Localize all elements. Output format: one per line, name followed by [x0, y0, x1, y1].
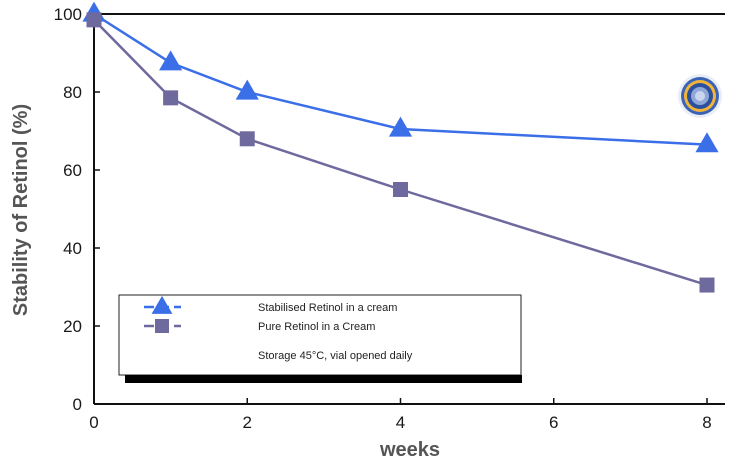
x-tick-label: 2 — [243, 413, 252, 432]
legend-box — [118, 294, 522, 376]
legend-entries: Stabilised Retinol in a cream Pure Retino… — [144, 295, 397, 333]
x-tick-label: 6 — [549, 413, 558, 432]
y-tick-label: 60 — [63, 161, 82, 180]
data-point — [159, 50, 183, 71]
y-tick-label: 20 — [63, 317, 82, 336]
series-layer — [82, 1, 719, 293]
y-tick-label: 100 — [54, 5, 82, 24]
liposome-icon — [678, 74, 722, 118]
data-point — [235, 79, 259, 100]
legend: Stabilised Retinol in a cream Pure Retino… — [118, 294, 522, 383]
legend-marker — [155, 319, 169, 333]
x-tick-label: 8 — [702, 413, 711, 432]
data-point — [695, 132, 719, 153]
legend-label: Stabilised Retinol in a cream — [258, 302, 397, 314]
y-tick-label: 40 — [63, 239, 82, 258]
series-square — [86, 12, 715, 293]
x-ticks: 0 2 4 6 8 — [89, 398, 712, 432]
legend-annotation: Storage 45°C, vial opened daily — [258, 350, 413, 362]
x-tick-label: 0 — [89, 413, 98, 432]
data-point — [86, 12, 102, 28]
y-tick-label: 0 — [73, 395, 82, 414]
series-triangle — [82, 1, 719, 153]
y-tick-label: 80 — [63, 83, 82, 102]
data-point — [699, 277, 715, 293]
series-line — [93, 18, 708, 287]
x-axis-title: weeks — [379, 439, 440, 461]
data-point — [163, 90, 179, 106]
data-point — [393, 182, 408, 197]
data-point — [239, 131, 255, 147]
x-tick-label: 4 — [396, 413, 405, 432]
legend-marker — [151, 295, 173, 314]
data-point — [388, 116, 413, 137]
legend-label: Pure Retinol in a Cream — [258, 321, 375, 333]
axes — [93, 13, 725, 405]
legend-shadow-bar — [125, 375, 522, 383]
y-ticks: 0 20 40 60 80 100 — [54, 5, 100, 414]
y-axis-title: Stability of Retinol (%) — [10, 104, 32, 316]
